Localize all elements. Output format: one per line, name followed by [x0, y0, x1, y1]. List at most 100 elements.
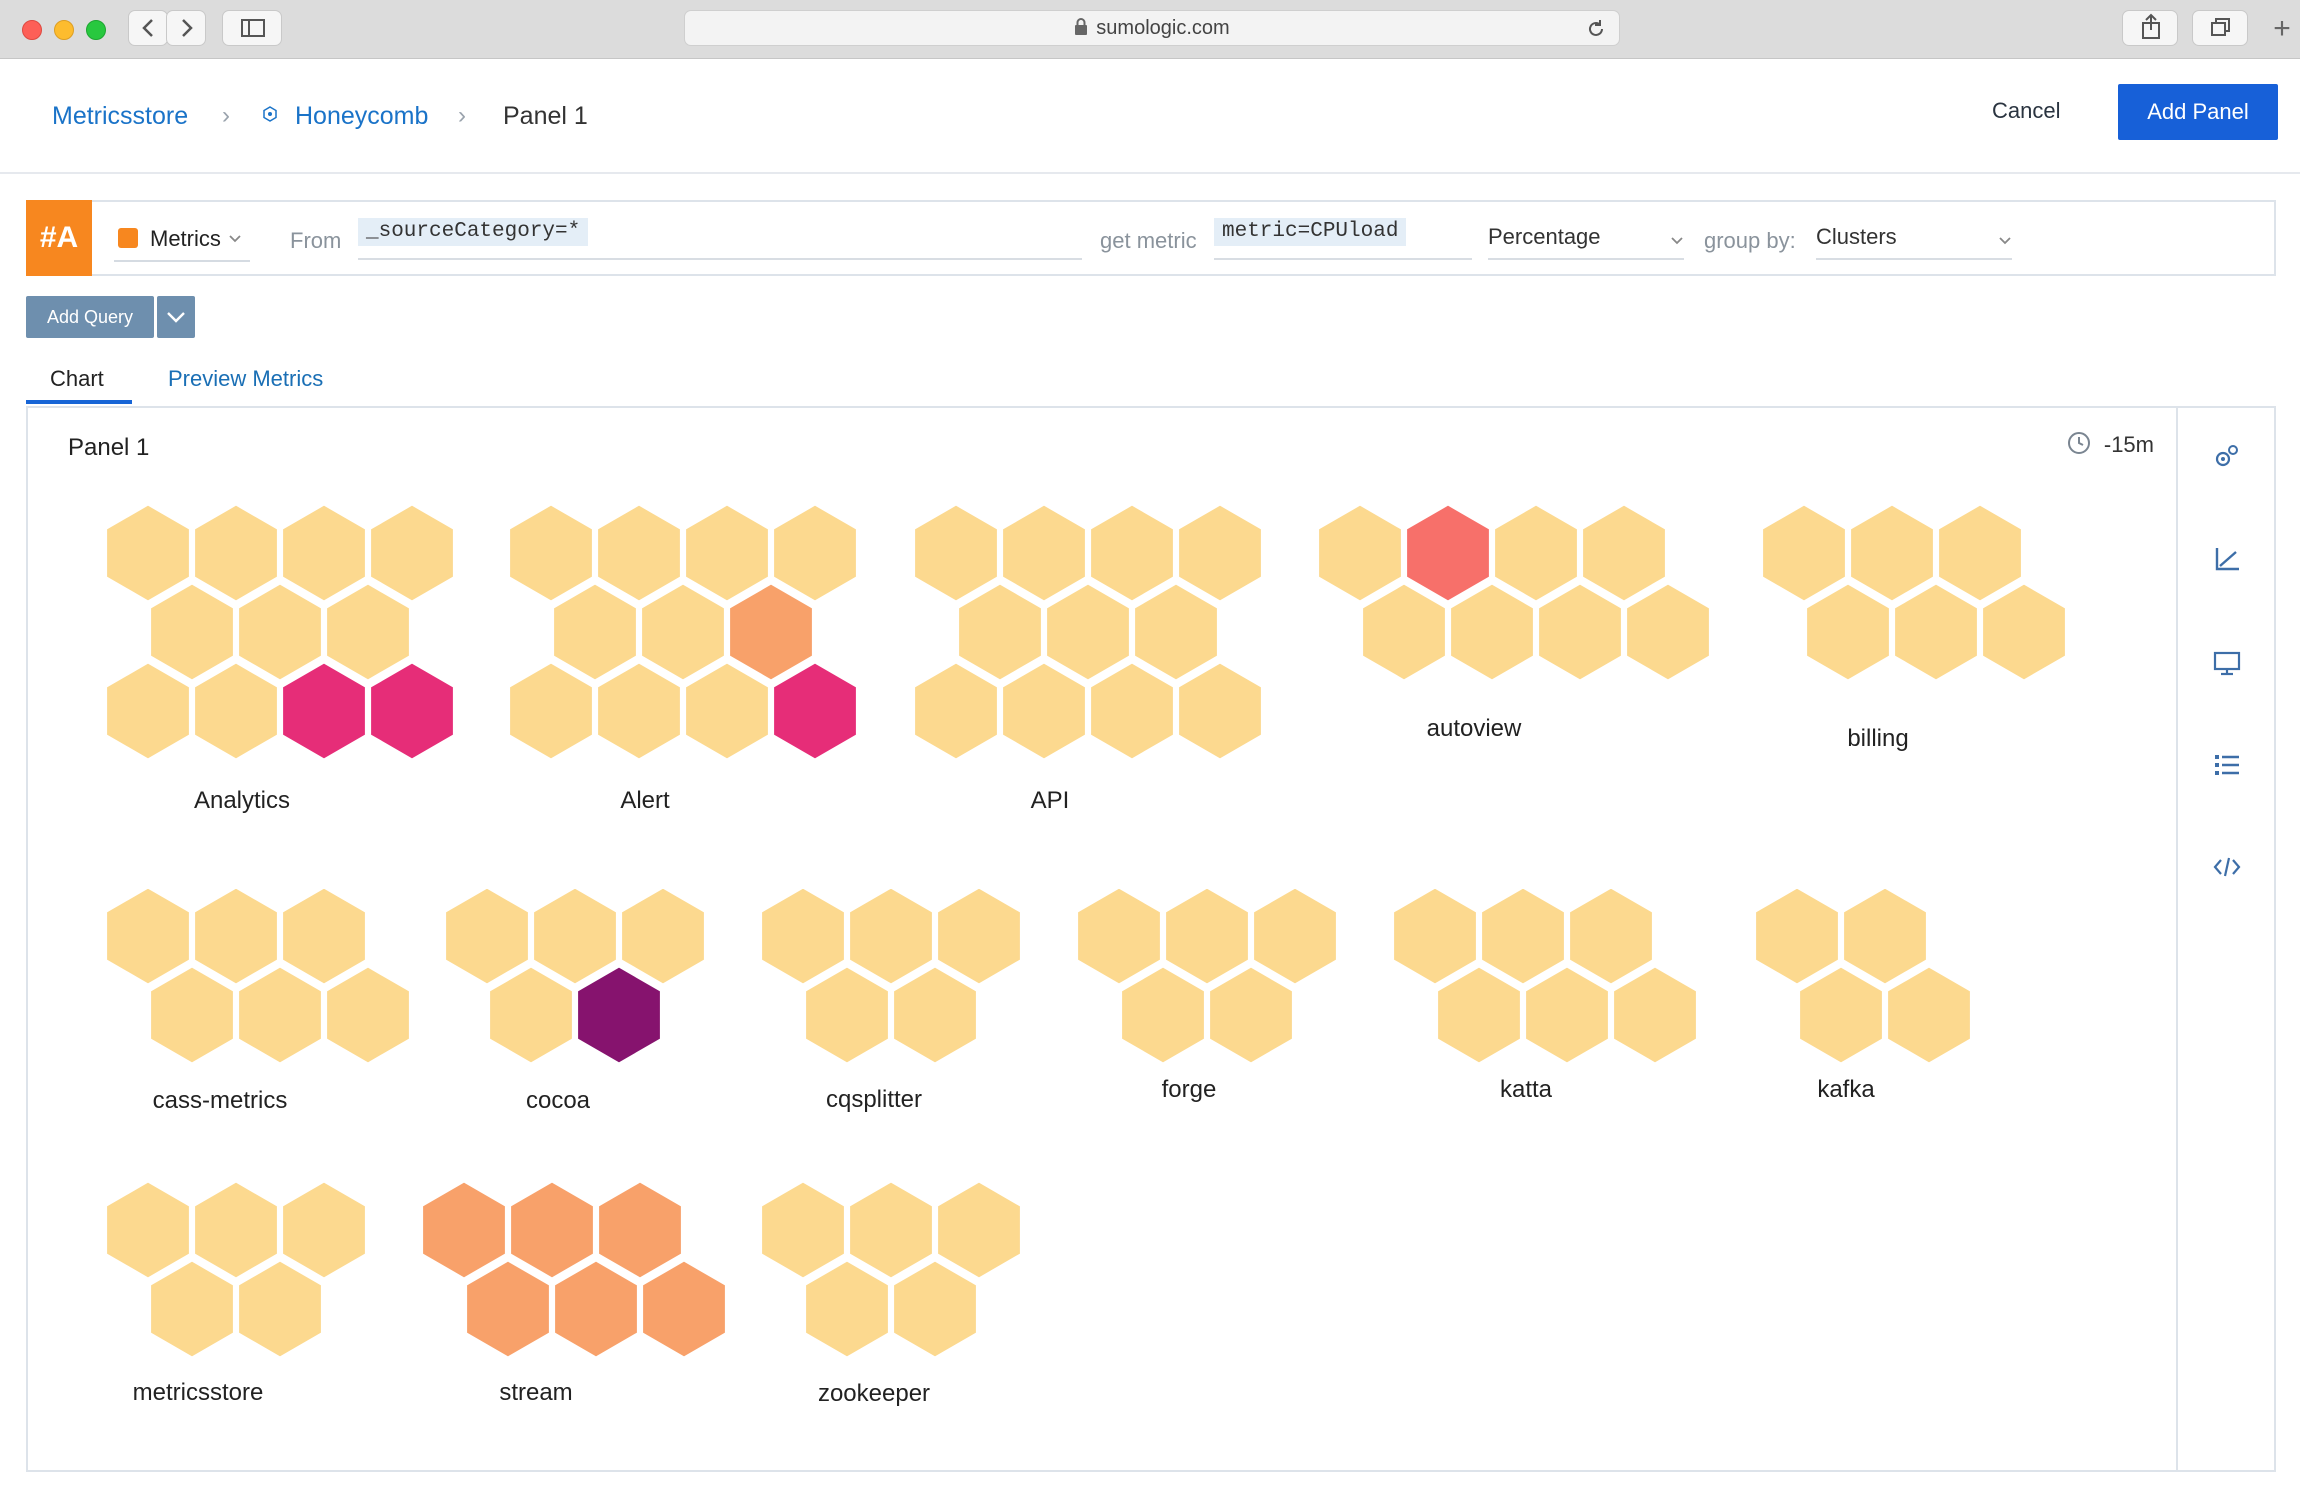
address-bar[interactable]: sumologic.com	[684, 10, 1620, 46]
hex-cell[interactable]	[1088, 660, 1176, 762]
chart-axis-icon[interactable]	[2212, 544, 2242, 574]
hex-cell[interactable]	[727, 581, 815, 683]
gears-icon[interactable]	[2212, 442, 2242, 472]
hex-cell[interactable]	[280, 1179, 368, 1281]
hex-cell[interactable]	[1892, 581, 1980, 683]
hex-cell[interactable]	[935, 1179, 1023, 1281]
breadcrumb-honeycomb[interactable]: Honeycomb	[295, 102, 429, 130]
hex-cell[interactable]	[104, 885, 192, 987]
tabs-overview-button[interactable]	[2192, 10, 2248, 46]
hex-cell[interactable]	[236, 964, 324, 1066]
hex-cell[interactable]	[368, 502, 456, 604]
hex-cell[interactable]	[531, 885, 619, 987]
from-input[interactable]: _sourceCategory=*	[358, 218, 589, 246]
hex-cell[interactable]	[595, 660, 683, 762]
hex-cell[interactable]	[1885, 964, 1973, 1066]
hex-cell[interactable]	[1848, 502, 1936, 604]
reload-icon[interactable]	[1585, 18, 1607, 40]
query-type-select[interactable]: Metrics	[114, 224, 250, 262]
hex-cell[interactable]	[192, 885, 280, 987]
hex-cell[interactable]	[368, 660, 456, 762]
add-query-dropdown-button[interactable]	[157, 296, 195, 338]
hex-cell[interactable]	[324, 581, 412, 683]
list-icon[interactable]	[2212, 750, 2242, 780]
hex-cell[interactable]	[912, 660, 1000, 762]
hex-cell[interactable]	[1479, 885, 1567, 987]
hex-cell[interactable]	[1391, 885, 1479, 987]
back-button[interactable]	[128, 10, 168, 46]
hex-cell[interactable]	[104, 502, 192, 604]
hex-cell[interactable]	[1536, 581, 1624, 683]
hex-cell[interactable]	[1088, 502, 1176, 604]
hex-cell[interactable]	[1753, 885, 1841, 987]
new-tab-button[interactable]: +	[2273, 12, 2291, 45]
hex-cell[interactable]	[683, 660, 771, 762]
hex-cell[interactable]	[420, 1179, 508, 1281]
hex-cell[interactable]	[891, 964, 979, 1066]
hex-cell[interactable]	[1435, 964, 1523, 1066]
hex-cell[interactable]	[639, 581, 727, 683]
monitor-icon[interactable]	[2212, 648, 2242, 678]
hex-cell[interactable]	[771, 660, 859, 762]
hex-cell[interactable]	[148, 1258, 236, 1360]
hex-cell[interactable]	[912, 502, 1000, 604]
hex-cell[interactable]	[847, 885, 935, 987]
hex-cell[interactable]	[507, 660, 595, 762]
hex-cell[interactable]	[236, 1258, 324, 1360]
hex-cell[interactable]	[1176, 502, 1264, 604]
close-window-button[interactable]	[22, 20, 42, 40]
hex-cell[interactable]	[640, 1258, 728, 1360]
add-panel-button[interactable]: Add Panel	[2118, 84, 2278, 140]
hex-cell[interactable]	[236, 581, 324, 683]
hex-cell[interactable]	[575, 964, 663, 1066]
breadcrumb-metricsstore[interactable]: Metricsstore	[52, 102, 189, 130]
forward-button[interactable]	[166, 10, 206, 46]
hex-cell[interactable]	[1360, 581, 1448, 683]
hex-cell[interactable]	[1075, 885, 1163, 987]
hex-cell[interactable]	[192, 502, 280, 604]
tab-chart[interactable]: Chart	[50, 366, 104, 391]
hex-cell[interactable]	[1567, 885, 1655, 987]
hex-cell[interactable]	[507, 502, 595, 604]
hex-cell[interactable]	[1316, 502, 1404, 604]
cancel-button[interactable]: Cancel	[1992, 98, 2061, 123]
hex-cell[interactable]	[1523, 964, 1611, 1066]
metric-input[interactable]: metric=CPUload	[1214, 218, 1407, 246]
hex-cell[interactable]	[1000, 660, 1088, 762]
hex-cell[interactable]	[759, 885, 847, 987]
hex-cell[interactable]	[619, 885, 707, 987]
hex-cell[interactable]	[759, 1179, 847, 1281]
hex-cell[interactable]	[1163, 885, 1251, 987]
hex-cell[interactable]	[487, 964, 575, 1066]
hex-cell[interactable]	[1207, 964, 1295, 1066]
hex-cell[interactable]	[1841, 885, 1929, 987]
maximize-window-button[interactable]	[86, 20, 106, 40]
hex-cell[interactable]	[1804, 581, 1892, 683]
minimize-window-button[interactable]	[54, 20, 74, 40]
hex-cell[interactable]	[683, 502, 771, 604]
hex-cell[interactable]	[1044, 581, 1132, 683]
hex-cell[interactable]	[551, 581, 639, 683]
hex-cell[interactable]	[508, 1179, 596, 1281]
hex-cell[interactable]	[1404, 502, 1492, 604]
hex-cell[interactable]	[935, 885, 1023, 987]
add-query-button[interactable]: Add Query	[26, 296, 154, 338]
group-by-select[interactable]: Clusters	[1816, 224, 2012, 260]
hex-cell[interactable]	[104, 1179, 192, 1281]
hex-cell[interactable]	[1760, 502, 1848, 604]
hex-cell[interactable]	[552, 1258, 640, 1360]
hex-cell[interactable]	[1000, 502, 1088, 604]
hex-cell[interactable]	[1624, 581, 1712, 683]
hex-cell[interactable]	[104, 660, 192, 762]
hex-cell[interactable]	[148, 964, 236, 1066]
hex-cell[interactable]	[192, 660, 280, 762]
hex-cell[interactable]	[280, 660, 368, 762]
hex-cell[interactable]	[324, 964, 412, 1066]
hex-cell[interactable]	[1980, 581, 2068, 683]
hex-cell[interactable]	[1936, 502, 2024, 604]
hex-cell[interactable]	[192, 1179, 280, 1281]
hex-cell[interactable]	[1611, 964, 1699, 1066]
hex-cell[interactable]	[280, 502, 368, 604]
tab-preview-metrics[interactable]: Preview Metrics	[168, 366, 324, 391]
hex-cell[interactable]	[1448, 581, 1536, 683]
